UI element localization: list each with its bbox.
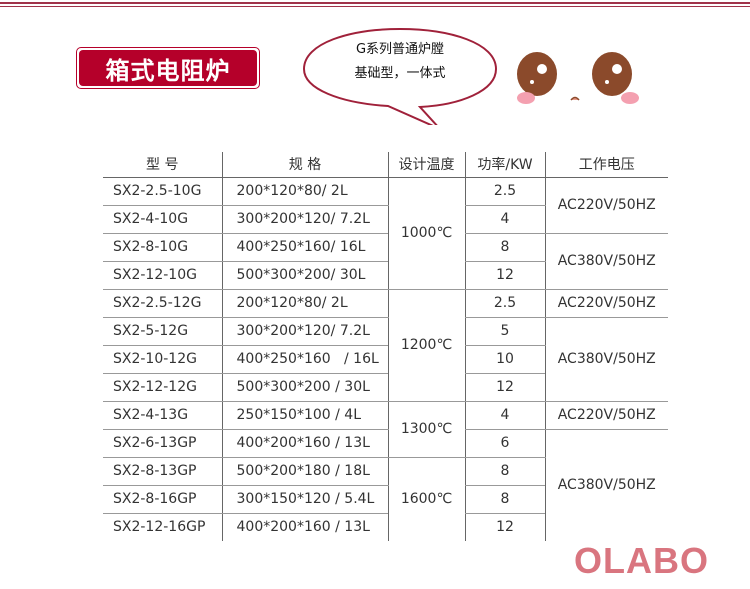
table-row: SX2-8-10G 400*250*160/ 16L 8 AC380V/50HZ bbox=[103, 233, 668, 290]
power: 8 bbox=[464, 457, 545, 486]
table-row: SX2-10-12G 400*250*160 / 16L 10 bbox=[103, 345, 668, 374]
power: 4 bbox=[464, 401, 545, 430]
power: 10 bbox=[464, 345, 545, 374]
model: SX2-8-13GP bbox=[103, 457, 222, 486]
power: 2.5 bbox=[464, 289, 545, 318]
voltage: AC380V/50HZ bbox=[544, 429, 668, 541]
table-row: SX2-2.5-12G 200*120*80/ 2L 1200℃ 2.5 AC220V/… bbox=[103, 289, 668, 402]
table-header: 型 号 规 格 设计温度 功率/KW 工作电压 bbox=[103, 152, 668, 178]
power: 4 bbox=[464, 205, 545, 234]
bubble-line-1: G系列普通炉膛 bbox=[355, 42, 445, 57]
spec: 250*150*100 / 4L bbox=[221, 401, 388, 430]
temp: 1300℃ bbox=[387, 401, 465, 458]
model: SX2-5-12G bbox=[103, 317, 222, 346]
page-title: 箱式电阻炉 bbox=[79, 50, 257, 86]
temp: 1000℃ bbox=[387, 177, 465, 290]
header-model: 型 号 bbox=[103, 152, 222, 178]
model: SX2-4-10G bbox=[103, 205, 222, 234]
model: SX2-2.5-12G bbox=[103, 289, 222, 318]
model: SX2-2.5-10G bbox=[103, 177, 222, 206]
top-border-thin bbox=[0, 6, 750, 7]
model: SX2-12-12G bbox=[103, 373, 222, 402]
model: SX2-4-13G bbox=[103, 401, 222, 430]
table-row: SX2-12-12G 500*300*200 / 30L 12 bbox=[103, 373, 668, 402]
power: 2.5 bbox=[464, 177, 545, 206]
voltage: AC220V/50HZ bbox=[544, 401, 668, 430]
model: SX2-10-12G bbox=[103, 345, 222, 374]
power: 6 bbox=[464, 429, 545, 458]
spec: 400*200*160 / 13L bbox=[221, 429, 388, 458]
spec: 400*250*160/ 16L bbox=[221, 233, 388, 262]
olabo-logo: OLABO bbox=[574, 540, 709, 581]
spec: 200*120*80/ 2L bbox=[221, 289, 388, 318]
voltage: AC220V/50HZ bbox=[544, 177, 668, 234]
temp: 1200℃ bbox=[387, 289, 465, 402]
table-row: SX2-8-16GP 300*150*120 / 5.4L 8 bbox=[103, 485, 668, 514]
spec: 500*300*200/ 30L bbox=[221, 261, 388, 290]
speech-bubble bbox=[302, 27, 498, 125]
voltage: AC380V/50HZ bbox=[544, 317, 668, 402]
spec: 400*250*160 / 16L bbox=[221, 345, 388, 374]
temp: 1600℃ bbox=[387, 457, 465, 541]
title-badge: 箱式电阻炉 bbox=[76, 47, 260, 89]
cute-face-icon bbox=[517, 52, 639, 104]
power: 12 bbox=[464, 513, 545, 541]
table-row: SX2-2.5-10G 200*120*80/ 2L 1000℃ 2.5 AC220V/… bbox=[103, 177, 668, 290]
model: SX2-12-10G bbox=[103, 261, 222, 290]
table-row: SX2-4-13G 250*150*100 / 4L 1300℃ 4 AC220V/50… bbox=[103, 401, 668, 458]
bubble-text: G系列普通炉膛 基础型，一体式 bbox=[300, 38, 500, 86]
voltage: AC380V/50HZ bbox=[544, 233, 668, 290]
power: 12 bbox=[464, 373, 545, 402]
power: 8 bbox=[464, 233, 545, 262]
spec: 300*150*120 / 5.4L bbox=[221, 485, 388, 514]
bubble-line-2: 基础型，一体式 bbox=[354, 66, 446, 81]
table-row: SX2-5-12G 300*200*120/ 7.2L 5 AC380V/50HZ bbox=[103, 317, 668, 402]
spec-table: 型 号 规 格 设计温度 功率/KW 工作电压 SX2-2.5-10G 200*1… bbox=[103, 152, 668, 541]
model: SX2-8-10G bbox=[103, 233, 222, 262]
table-row: SX2-12-16GP 400*200*160 / 13L 12 bbox=[103, 513, 668, 541]
power: 8 bbox=[464, 485, 545, 514]
power: 12 bbox=[464, 261, 545, 290]
table-row: SX2-6-13GP 400*200*160 / 13L 6 AC380V/50HZ bbox=[103, 429, 668, 541]
model: SX2-6-13GP bbox=[103, 429, 222, 458]
header-power: 功率/KW bbox=[464, 152, 545, 178]
table-row: SX2-12-10G 500*300*200/ 30L 12 bbox=[103, 261, 668, 290]
spec: 300*200*120/ 7.2L bbox=[221, 317, 388, 346]
header-temp: 设计温度 bbox=[387, 152, 465, 178]
model: SX2-12-16GP bbox=[113, 519, 206, 536]
header-spec: 规 格 bbox=[221, 152, 388, 178]
table-row: SX2-8-13GP 500*200*180 / 18L 1600℃ 8 bbox=[103, 457, 668, 541]
spec: 300*200*120/ 7.2L bbox=[221, 205, 388, 234]
spec: 200*120*80/ 2L bbox=[221, 177, 388, 206]
header-voltage: 工作电压 bbox=[544, 152, 668, 178]
spec: 400*200*160 / 13L bbox=[221, 513, 388, 541]
spec: 500*300*200 / 30L bbox=[221, 373, 388, 402]
table-row: SX2-4-10G 300*200*120/ 7.2L 4 bbox=[103, 205, 668, 234]
model: SX2-8-16GP bbox=[103, 485, 222, 514]
spec: 500*200*180 / 18L bbox=[221, 457, 388, 486]
power: 5 bbox=[464, 317, 545, 346]
voltage: AC220V/50HZ bbox=[544, 289, 668, 318]
top-border bbox=[0, 2, 750, 4]
